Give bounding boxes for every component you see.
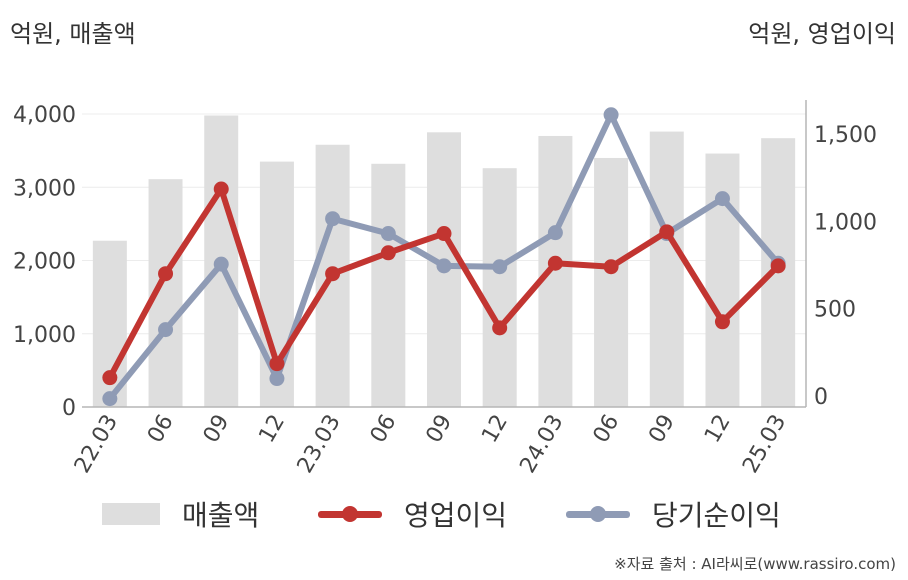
legend-swatch-net-income (566, 503, 630, 525)
net-income-point (436, 258, 452, 274)
y-right-tick-label: 1,000 (814, 210, 877, 235)
right-axis-unit: 억원, 영업이익 (748, 20, 896, 48)
combo-chart: 0 1,000 2,000 3,000 4,000 0 500 1,000 1,500 22.03… (13, 100, 877, 478)
operating-profit-point (492, 320, 508, 336)
revenue-bar (371, 163, 406, 407)
x-tick-label: 06 (143, 411, 179, 448)
net-income-point (714, 191, 730, 207)
operating-profit-point (436, 226, 452, 242)
legend-label-net-income: 당기순이익 (652, 499, 781, 532)
left-axis-unit: 억원, 매출액 (10, 20, 136, 48)
legend-swatch-revenue (102, 503, 160, 525)
revenue-bar (538, 135, 573, 407)
y-right-tick-label: 0 (814, 385, 828, 410)
revenue-bar (594, 157, 629, 407)
net-income-point (380, 226, 396, 242)
net-income-point (603, 107, 619, 123)
net-income-point (102, 391, 118, 407)
y-right-tick-label: 500 (814, 298, 856, 323)
y-left-tick-label: 3,000 (13, 176, 76, 201)
legend-item-net-income: 당기순이익 (566, 492, 781, 536)
operating-profit-point (770, 258, 786, 274)
operating-profit-point (547, 255, 563, 271)
operating-profit-point (714, 314, 730, 330)
legend-item-operating-profit: 영업이익 (318, 492, 507, 536)
revenue-bar (482, 168, 517, 407)
x-tick-label: 12 (477, 411, 513, 448)
operating-profit-point (269, 356, 285, 372)
operating-profit-point (380, 245, 396, 261)
x-tick-label: 09 (422, 411, 458, 448)
operating-profit-point (325, 266, 341, 282)
chart-legend: 매출액 영업이익 당기순이익 (0, 492, 908, 536)
x-tick-label: 25.03 (738, 411, 791, 478)
x-tick-label: 09 (644, 411, 680, 448)
data-source-note: ※자료 출처 : AI라씨로(www.rassiro.com) (614, 555, 896, 573)
x-tick-label: 06 (589, 411, 625, 448)
x-tick-label: 24.03 (515, 411, 568, 478)
net-income-point (325, 211, 341, 227)
legend-item-revenue: 매출액 (102, 492, 259, 536)
net-income-point (269, 371, 285, 387)
x-tick-label: 06 (366, 411, 402, 448)
y-left-tick-label: 2,000 (13, 250, 76, 275)
legend-label-operating-profit: 영업이익 (404, 499, 508, 532)
operating-profit-point (659, 224, 675, 240)
y-left-tick-label: 0 (62, 396, 76, 421)
revenue-bar (649, 131, 684, 407)
x-tick-label: 12 (700, 411, 736, 448)
net-income-point (547, 225, 563, 241)
operating-profit-point (102, 370, 118, 386)
operating-profit-point (603, 259, 619, 275)
legend-swatch-operating-profit (318, 503, 382, 525)
x-tick-label: 09 (199, 411, 235, 448)
operating-profit-point (158, 266, 174, 282)
x-tick-label: 22.03 (70, 411, 123, 478)
y-right-tick-label: 1,500 (814, 123, 877, 148)
y-left-tick-label: 4,000 (13, 103, 76, 128)
net-income-point (492, 259, 508, 275)
net-income-point (158, 322, 174, 338)
legend-label-revenue: 매출액 (182, 499, 260, 532)
y-left-tick-label: 1,000 (13, 323, 76, 348)
operating-profit-point (213, 181, 229, 197)
x-tick-label: 23.03 (293, 411, 346, 478)
net-income-point (213, 256, 229, 272)
x-tick-label: 12 (254, 411, 290, 448)
